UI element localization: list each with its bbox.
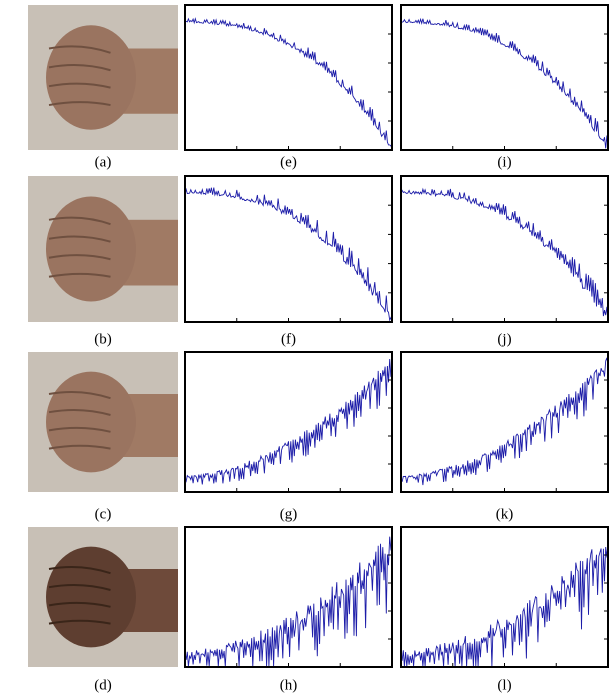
- fist: [46, 196, 136, 302]
- signal-curve: [401, 17, 609, 150]
- signal-plot: [184, 4, 393, 151]
- signal-curve: [184, 17, 393, 150]
- finger-line: [48, 216, 111, 226]
- signal-curve: [184, 358, 393, 485]
- signal-plot: [184, 175, 393, 323]
- plot-background: [185, 527, 392, 667]
- panel-caption: (i): [497, 154, 511, 170]
- signal-plot: [184, 526, 393, 668]
- finger-line: [48, 601, 111, 608]
- signal-plot: [400, 4, 609, 151]
- finger-line: [48, 390, 111, 400]
- finger-line: [48, 101, 111, 107]
- finger-line: [48, 619, 111, 625]
- signal-curve: [184, 187, 393, 322]
- hand-photo: [28, 5, 178, 150]
- finger-line: [48, 64, 111, 72]
- panel-caption: (k): [496, 506, 514, 522]
- signal-plot: [400, 175, 609, 323]
- plot-background: [401, 352, 608, 492]
- panel-caption: (e): [280, 154, 297, 170]
- panel-caption: (h): [280, 677, 298, 693]
- hand-photo: [28, 527, 178, 667]
- finger-line: [48, 254, 111, 261]
- hand-photo: [28, 176, 178, 322]
- finger-line: [48, 272, 111, 278]
- plot-background: [401, 5, 608, 150]
- signal-curve: [184, 536, 393, 667]
- finger-line: [48, 426, 111, 433]
- finger-line: [48, 408, 111, 416]
- finger-line: [48, 235, 111, 243]
- panel-caption: (g): [280, 506, 298, 522]
- panel-caption: (b): [94, 331, 112, 347]
- signal-curve: [400, 357, 609, 486]
- finger-line: [48, 565, 111, 575]
- panel-caption: (l): [497, 677, 511, 693]
- plot-background: [185, 352, 392, 492]
- panel-caption: (f): [281, 331, 296, 347]
- signal-plot: [184, 351, 393, 493]
- plot-background: [401, 527, 608, 667]
- panel-caption: (j): [497, 331, 511, 347]
- signal-plot: [400, 351, 609, 493]
- signal-curve: [400, 187, 609, 322]
- hand-photo: [28, 352, 178, 492]
- finger-line: [48, 82, 111, 89]
- signal-curve: [400, 541, 609, 667]
- fist: [46, 371, 136, 473]
- signal-plot: [400, 526, 609, 668]
- plot-background: [185, 176, 392, 322]
- panel-caption: (d): [94, 677, 112, 693]
- finger-line: [48, 45, 111, 54]
- panel-caption: (a): [95, 154, 112, 170]
- panel-caption: (c): [95, 506, 112, 522]
- plot-background: [401, 176, 608, 322]
- finger-line: [48, 583, 111, 591]
- fist: [46, 25, 136, 130]
- fist: [46, 546, 136, 648]
- finger-line: [48, 444, 111, 450]
- plot-background: [185, 5, 392, 150]
